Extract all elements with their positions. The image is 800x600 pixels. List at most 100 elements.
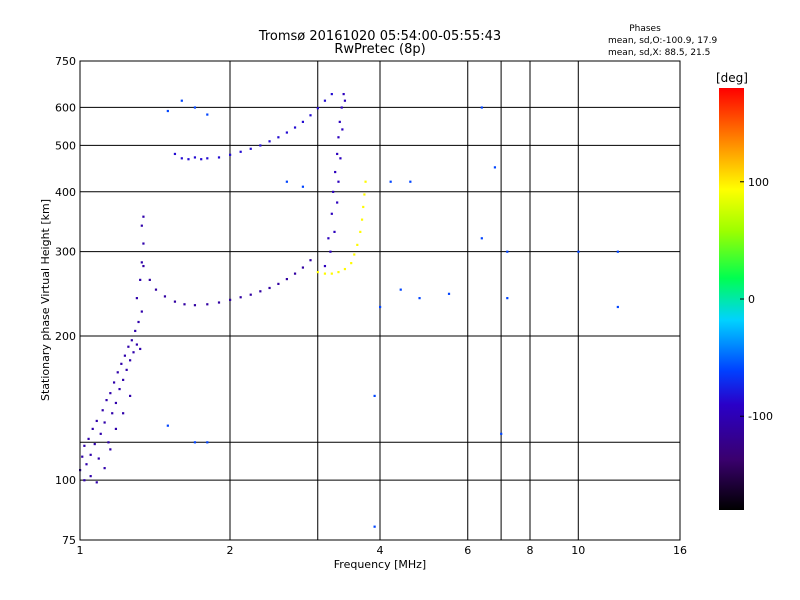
data-point: [130, 339, 133, 342]
data-point: [142, 242, 145, 245]
data-point: [577, 250, 580, 253]
data-point: [323, 272, 327, 275]
data-point: [363, 193, 366, 196]
data-point: [332, 190, 335, 193]
data-point: [122, 412, 125, 415]
data-point: [95, 481, 98, 484]
data-point: [259, 290, 262, 293]
data-point: [334, 170, 337, 174]
data-point: [447, 292, 451, 295]
data-point: [200, 158, 203, 161]
data-point: [285, 277, 288, 281]
data-point: [249, 147, 252, 150]
colorbar-tick-label: -100: [748, 410, 773, 423]
data-point: [206, 157, 209, 160]
data-point: [350, 262, 353, 265]
data-point: [293, 272, 297, 275]
data-point: [480, 106, 483, 109]
data-point: [105, 399, 108, 402]
data-point: [259, 144, 262, 147]
y-tick-label: 75: [62, 534, 76, 547]
y-tick-label: 100: [55, 474, 76, 487]
data-point: [362, 205, 365, 209]
colorbar-label: [deg]: [716, 71, 748, 85]
plot-frame: [79, 60, 681, 541]
colorbar-tick-label: 100: [748, 176, 769, 189]
data-point: [127, 345, 130, 348]
data-point: [327, 237, 330, 240]
data-point: [336, 152, 339, 156]
data-point: [616, 250, 619, 253]
x-tick-label: 1: [77, 544, 84, 557]
data-point: [91, 427, 94, 431]
stats-heading: Phases: [629, 24, 661, 34]
grid-lines: [80, 61, 680, 540]
data-point: [87, 437, 90, 440]
data-point: [506, 250, 509, 253]
x-tick-label: 2: [227, 544, 234, 557]
data-point: [142, 215, 145, 218]
data-point: [239, 150, 242, 153]
data-point: [206, 303, 209, 306]
data-point: [118, 387, 121, 391]
data-point: [493, 166, 497, 169]
colorbar-ticks: 100 0 -100: [740, 176, 773, 423]
data-point: [180, 99, 183, 102]
data-point: [399, 288, 402, 291]
data-point: [116, 371, 119, 374]
data-point: [134, 329, 137, 333]
data-point: [103, 421, 106, 424]
data-point: [206, 441, 209, 444]
data-point: [249, 293, 252, 296]
data-point: [309, 259, 312, 262]
data-point: [268, 140, 271, 143]
data-point: [500, 432, 503, 435]
data-point: [140, 224, 143, 227]
data-point: [309, 114, 312, 117]
axis-ticks: 1 2 4 6 8 10 16 75 100 200 300 400 500 600 750: [55, 55, 687, 557]
data-point: [217, 301, 221, 304]
data-point: [301, 120, 305, 123]
data-point: [360, 218, 364, 221]
data-point: [616, 305, 619, 309]
data-point: [506, 297, 509, 300]
data-point: [139, 278, 142, 281]
data-point: [109, 448, 112, 451]
data-point: [336, 201, 339, 204]
data-point: [89, 475, 92, 478]
data-point: [139, 347, 142, 351]
data-point: [268, 286, 271, 290]
data-point: [379, 305, 382, 309]
data-point: [277, 282, 280, 285]
data-point: [330, 92, 333, 96]
data-point: [206, 113, 209, 116]
data-point: [193, 156, 197, 159]
data-point: [166, 424, 169, 427]
data-point: [163, 295, 167, 298]
colorbar: [719, 88, 744, 510]
data-point: [409, 180, 412, 183]
data-point: [97, 457, 100, 460]
data-point: [154, 288, 158, 291]
data-point: [93, 442, 96, 446]
data-point: [217, 156, 221, 159]
data-point: [418, 297, 421, 300]
data-point: [316, 107, 319, 110]
data-point: [359, 230, 362, 233]
data-point: [356, 243, 359, 246]
data-point: [103, 467, 106, 470]
data-point: [123, 354, 126, 357]
data-point: [85, 463, 88, 466]
data-point: [343, 267, 347, 271]
data-point: [277, 136, 280, 139]
data-point: [301, 185, 305, 188]
data-point: [187, 158, 190, 161]
data-point: [101, 409, 104, 412]
data-point: [111, 412, 114, 415]
data-point: [148, 278, 151, 281]
data-point: [285, 131, 288, 134]
data-point: [389, 180, 392, 183]
chart-title: Tromsø 20161020 05:54:00-05:55:43: [258, 29, 501, 44]
data-point: [140, 261, 143, 264]
data-point: [330, 212, 333, 215]
